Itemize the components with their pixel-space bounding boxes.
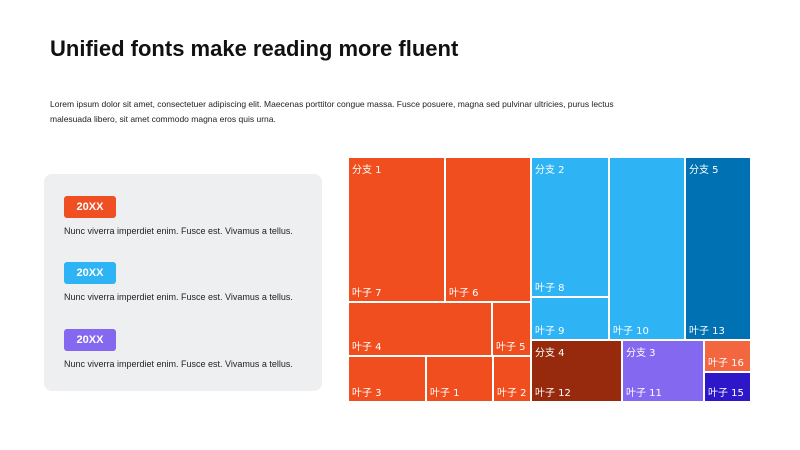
info-item-text: Nunc viverra imperdiet enim. Fusce est. …	[64, 359, 293, 369]
leaf-label: 叶子 9	[535, 326, 565, 337]
info-item-text: Nunc viverra imperdiet enim. Fusce est. …	[64, 292, 293, 302]
info-item: 20XX Nunc viverra imperdiet enim. Fusce …	[64, 196, 293, 236]
treemap-cell: 叶子 1	[426, 356, 493, 402]
branch-label: 分支 3	[626, 348, 656, 359]
treemap-cell: 叶子 16	[704, 340, 751, 372]
treemap-cell: 分支 2 叶子 8	[531, 157, 609, 297]
info-item: 20XX Nunc viverra imperdiet enim. Fusce …	[64, 329, 293, 369]
treemap-cell: 叶子 2	[493, 356, 531, 402]
year-badge: 20XX	[64, 196, 116, 218]
treemap-cell: 叶子 3	[348, 356, 426, 402]
treemap-cell: 分支 1 叶子 7	[348, 157, 445, 302]
treemap-cell: 分支 5 叶子 13	[685, 157, 751, 340]
leaf-label: 叶子 5	[496, 342, 526, 353]
treemap-cell: 叶子 4	[348, 302, 492, 356]
leaf-label: 叶子 6	[449, 288, 479, 299]
leaf-label: 叶子 2	[497, 388, 527, 399]
treemap-cell: 叶子 10	[609, 157, 685, 340]
leaf-label: 叶子 7	[352, 288, 382, 299]
leaf-label: 叶子 12	[535, 388, 571, 399]
treemap-chart: 分支 1 叶子 7 叶子 6 叶子 4 叶子 5 叶子 3 叶子 1 叶子 2 分支 2 叶子 8…	[348, 157, 751, 402]
branch-label: 分支 1	[352, 165, 382, 176]
treemap-cell: 分支 4 叶子 12	[531, 340, 622, 402]
leaf-label: 叶子 1	[430, 388, 460, 399]
info-item: 20XX Nunc viverra imperdiet enim. Fusce …	[64, 262, 293, 302]
leaf-label: 叶子 10	[613, 326, 649, 337]
leaf-label: 叶子 11	[626, 388, 662, 399]
treemap-cell: 叶子 6	[445, 157, 531, 302]
slide-description: Lorem ipsum dolor sit amet, consectetuer…	[50, 99, 614, 124]
branch-label: 分支 4	[535, 348, 565, 359]
leaf-label: 叶子 8	[535, 283, 565, 294]
leaf-label: 叶子 3	[352, 388, 382, 399]
info-item-text: Nunc viverra imperdiet enim. Fusce est. …	[64, 226, 293, 236]
treemap-cell: 叶子 15	[704, 372, 751, 402]
year-badge: 20XX	[64, 329, 116, 351]
leaf-label: 叶子 16	[708, 358, 744, 369]
slide-title: Unified fonts make reading more fluent	[50, 36, 459, 61]
leaf-label: 叶子 13	[689, 326, 725, 337]
treemap-cell: 叶子 9	[531, 297, 609, 340]
treemap-cell: 叶子 5	[492, 302, 531, 356]
leaf-label: 叶子 15	[708, 388, 744, 399]
treemap-cell: 分支 3 叶子 11	[622, 340, 704, 402]
year-badge: 20XX	[64, 262, 116, 284]
branch-label: 分支 5	[689, 165, 719, 176]
branch-label: 分支 2	[535, 165, 565, 176]
leaf-label: 叶子 4	[352, 342, 382, 353]
info-panel: 20XX Nunc viverra imperdiet enim. Fusce …	[44, 174, 322, 391]
